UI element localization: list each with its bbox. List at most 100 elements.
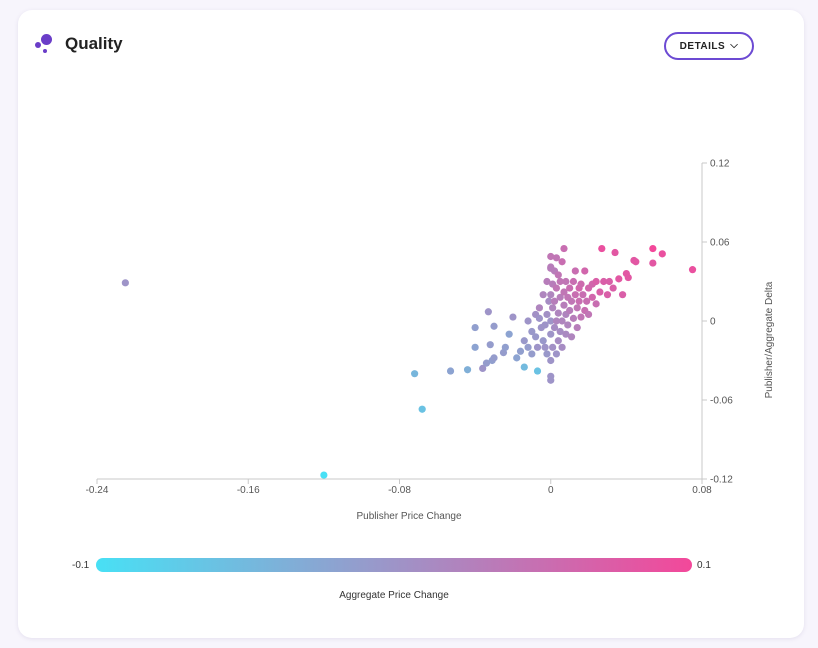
data-point: [658, 250, 666, 258]
color-scale-min-label: -0.1: [72, 560, 90, 571]
data-point: [509, 313, 517, 321]
data-point: [549, 304, 557, 312]
data-point: [501, 343, 509, 351]
y-axis-label: Publisher/Aggregate Delta: [764, 281, 775, 398]
data-point: [577, 280, 585, 288]
data-point: [603, 291, 612, 299]
data-point: [490, 322, 498, 330]
x-tick-label: -0.24: [86, 485, 109, 496]
points-layer: [121, 244, 697, 479]
y-tick-label: 0: [710, 317, 716, 328]
data-point: [569, 277, 578, 286]
x-tick-label: -0.08: [388, 485, 411, 496]
data-point: [584, 310, 593, 319]
data-point: [560, 288, 568, 296]
data-point: [528, 350, 536, 358]
y-tick-label: 0.06: [710, 238, 730, 249]
x-axis-label: Publisher Price Change: [356, 511, 461, 522]
data-point: [471, 323, 479, 332]
data-point: [558, 343, 566, 351]
data-point: [541, 321, 549, 329]
data-point: [605, 277, 613, 286]
color-scale-max-label: 0.1: [697, 560, 711, 571]
data-point: [535, 304, 544, 312]
y-tick-label: -0.06: [710, 396, 733, 407]
data-point: [556, 293, 564, 301]
data-point: [583, 297, 591, 305]
logo-dot-medium: [35, 42, 41, 48]
data-point: [615, 275, 623, 283]
data-point: [600, 277, 608, 286]
data-point: [547, 330, 555, 338]
details-button[interactable]: DETAILS ⌵: [664, 32, 754, 60]
data-point: [649, 259, 657, 267]
data-point: [520, 337, 528, 345]
axes-layer: -0.24 -0.16 -0.08 0 0.08 0.12 0.06 0 -0.06 -0.12: [86, 159, 734, 497]
logo-dot-large: [41, 34, 52, 45]
data-point: [560, 244, 568, 253]
color-scale-bar: [96, 558, 692, 572]
data-point: [562, 330, 570, 338]
data-point: [571, 267, 579, 275]
data-point: [649, 244, 657, 253]
data-point: [552, 254, 561, 262]
data-point: [541, 343, 549, 351]
data-point: [592, 300, 600, 308]
data-point: [624, 273, 632, 282]
data-point: [545, 297, 553, 305]
quality-card: [18, 10, 804, 638]
data-point: [556, 327, 564, 336]
data-point: [547, 252, 555, 261]
data-point: [549, 343, 557, 351]
data-point: [611, 248, 619, 257]
data-point: [581, 267, 589, 275]
data-point: [543, 277, 551, 286]
x-tick-label: 0.08: [692, 485, 712, 496]
data-point: [560, 301, 568, 309]
color-scale-title: Aggregate Price Change: [339, 590, 449, 601]
data-point: [486, 341, 494, 349]
data-point: [463, 366, 472, 374]
data-point: [446, 367, 455, 375]
data-point: [479, 364, 487, 372]
data-point: [484, 308, 492, 316]
data-point: [573, 323, 581, 332]
data-point: [552, 350, 561, 358]
data-point: [554, 309, 562, 317]
data-point: [471, 343, 479, 351]
data-point: [567, 297, 576, 305]
data-point: [516, 347, 525, 355]
data-point: [569, 314, 578, 322]
data-point: [121, 279, 129, 287]
data-point: [418, 405, 426, 413]
card-header: Quality: [34, 32, 123, 56]
data-point: [411, 370, 419, 378]
data-point: [533, 367, 542, 375]
data-point: [547, 356, 555, 365]
data-point: [577, 313, 585, 321]
data-point: [588, 293, 596, 301]
data-point: [552, 317, 561, 325]
data-point: [539, 337, 547, 345]
data-point: [579, 291, 587, 299]
data-point: [513, 354, 521, 362]
quality-logo-icon: [34, 32, 56, 56]
data-point: [550, 297, 559, 305]
data-point: [598, 244, 606, 253]
logo-dot-small: [43, 49, 47, 53]
data-point: [520, 363, 528, 371]
data-point: [571, 291, 579, 299]
data-point: [592, 277, 600, 286]
data-point: [596, 288, 604, 296]
data-point: [543, 310, 551, 319]
chevron-down-icon: ⌵: [730, 40, 739, 51]
details-button-label: DETAILS: [679, 40, 726, 52]
y-tick-label: -0.12: [710, 475, 733, 486]
data-point: [482, 359, 491, 367]
data-point: [688, 266, 697, 274]
data-point: [505, 330, 513, 338]
data-point: [535, 314, 544, 322]
data-point: [618, 291, 627, 299]
data-point: [490, 354, 498, 362]
data-point: [524, 317, 532, 325]
